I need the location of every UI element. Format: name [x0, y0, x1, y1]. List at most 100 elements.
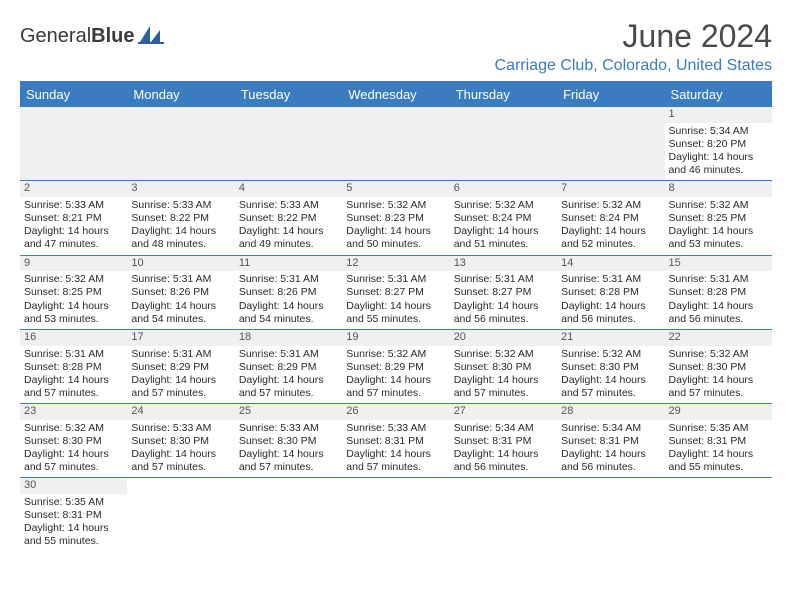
- day-cell: 23Sunrise: 5:32 AMSunset: 8:30 PMDayligh…: [20, 404, 127, 477]
- day-cell: 6Sunrise: 5:32 AMSunset: 8:24 PMDaylight…: [450, 181, 557, 254]
- sunrise-text: Sunrise: 5:33 AM: [24, 199, 123, 212]
- empty-cell: [450, 478, 557, 551]
- sunset-text: Sunset: 8:31 PM: [561, 435, 660, 448]
- day-number: 24: [127, 404, 234, 420]
- location-text: Carriage Club, Colorado, United States: [495, 57, 772, 75]
- day-cell: 17Sunrise: 5:31 AMSunset: 8:29 PMDayligh…: [127, 330, 234, 403]
- day-cell: 29Sunrise: 5:35 AMSunset: 8:31 PMDayligh…: [665, 404, 772, 477]
- weeks-container: 1Sunrise: 5:34 AMSunset: 8:20 PMDaylight…: [20, 107, 772, 552]
- sunrise-text: Sunrise: 5:33 AM: [239, 422, 338, 435]
- sunrise-text: Sunrise: 5:34 AM: [454, 422, 553, 435]
- day-number: 22: [665, 330, 772, 346]
- brand-name-b: Blue: [91, 25, 134, 47]
- sunrise-text: Sunrise: 5:33 AM: [346, 422, 445, 435]
- daylight-text: and 54 minutes.: [131, 313, 230, 326]
- daylight-text: Daylight: 14 hours: [346, 448, 445, 461]
- sunrise-text: Sunrise: 5:31 AM: [24, 348, 123, 361]
- day-number: 3: [127, 181, 234, 197]
- day-number: 2: [20, 181, 127, 197]
- day-number: 17: [127, 330, 234, 346]
- empty-cell: [235, 107, 342, 180]
- daylight-text: and 56 minutes.: [454, 461, 553, 474]
- sunset-text: Sunset: 8:28 PM: [669, 286, 768, 299]
- daylight-text: and 57 minutes.: [346, 387, 445, 400]
- sunrise-text: Sunrise: 5:32 AM: [346, 348, 445, 361]
- sunrise-text: Sunrise: 5:32 AM: [669, 348, 768, 361]
- sunset-text: Sunset: 8:31 PM: [669, 435, 768, 448]
- daylight-text: and 48 minutes.: [131, 238, 230, 251]
- daylight-text: Daylight: 14 hours: [561, 374, 660, 387]
- day-cell: 13Sunrise: 5:31 AMSunset: 8:27 PMDayligh…: [450, 256, 557, 329]
- day-number: 23: [20, 404, 127, 420]
- sunset-text: Sunset: 8:20 PM: [669, 138, 768, 151]
- brand-name-a: General: [20, 25, 91, 47]
- title-block: June 2024 Carriage Club, Colorado, Unite…: [495, 18, 772, 75]
- sunrise-text: Sunrise: 5:31 AM: [454, 273, 553, 286]
- day-header-row: SundayMondayTuesdayWednesdayThursdayFrid…: [20, 83, 772, 107]
- day-header: Friday: [557, 83, 664, 107]
- day-cell: 30Sunrise: 5:35 AMSunset: 8:31 PMDayligh…: [20, 478, 127, 551]
- brand-name: GeneralBlue: [20, 25, 135, 48]
- daylight-text: and 56 minutes.: [669, 313, 768, 326]
- daylight-text: Daylight: 14 hours: [669, 374, 768, 387]
- daylight-text: Daylight: 14 hours: [131, 448, 230, 461]
- day-header: Saturday: [665, 83, 772, 107]
- calendar-page: GeneralBlue June 2024 Carriage Club, Col…: [0, 0, 792, 562]
- day-number: 29: [665, 404, 772, 420]
- day-cell: 9Sunrise: 5:32 AMSunset: 8:25 PMDaylight…: [20, 256, 127, 329]
- daylight-text: and 57 minutes.: [239, 387, 338, 400]
- day-cell: 5Sunrise: 5:32 AMSunset: 8:23 PMDaylight…: [342, 181, 449, 254]
- sunset-text: Sunset: 8:30 PM: [131, 435, 230, 448]
- sunset-text: Sunset: 8:28 PM: [561, 286, 660, 299]
- sunset-text: Sunset: 8:25 PM: [24, 286, 123, 299]
- daylight-text: and 46 minutes.: [669, 164, 768, 177]
- daylight-text: and 56 minutes.: [561, 313, 660, 326]
- day-number: 20: [450, 330, 557, 346]
- daylight-text: and 51 minutes.: [454, 238, 553, 251]
- brand-logo: GeneralBlue: [20, 18, 164, 49]
- daylight-text: and 57 minutes.: [239, 461, 338, 474]
- sunset-text: Sunset: 8:30 PM: [239, 435, 338, 448]
- day-cell: 16Sunrise: 5:31 AMSunset: 8:28 PMDayligh…: [20, 330, 127, 403]
- sunrise-text: Sunrise: 5:32 AM: [24, 273, 123, 286]
- day-number: 7: [557, 181, 664, 197]
- daylight-text: Daylight: 14 hours: [24, 225, 123, 238]
- sunset-text: Sunset: 8:22 PM: [131, 212, 230, 225]
- day-cell: 8Sunrise: 5:32 AMSunset: 8:25 PMDaylight…: [665, 181, 772, 254]
- daylight-text: and 56 minutes.: [561, 461, 660, 474]
- sunrise-text: Sunrise: 5:31 AM: [131, 348, 230, 361]
- day-cell: 11Sunrise: 5:31 AMSunset: 8:26 PMDayligh…: [235, 256, 342, 329]
- sunrise-text: Sunrise: 5:32 AM: [561, 199, 660, 212]
- day-cell: 19Sunrise: 5:32 AMSunset: 8:29 PMDayligh…: [342, 330, 449, 403]
- daylight-text: Daylight: 14 hours: [669, 151, 768, 164]
- day-header: Wednesday: [342, 83, 449, 107]
- daylight-text: Daylight: 14 hours: [454, 374, 553, 387]
- empty-cell: [557, 478, 664, 551]
- sunrise-text: Sunrise: 5:32 AM: [561, 348, 660, 361]
- header: GeneralBlue June 2024 Carriage Club, Col…: [20, 18, 772, 75]
- day-number: 14: [557, 256, 664, 272]
- daylight-text: Daylight: 14 hours: [24, 522, 123, 535]
- day-cell: 12Sunrise: 5:31 AMSunset: 8:27 PMDayligh…: [342, 256, 449, 329]
- day-cell: 22Sunrise: 5:32 AMSunset: 8:30 PMDayligh…: [665, 330, 772, 403]
- daylight-text: and 57 minutes.: [561, 387, 660, 400]
- day-cell: 15Sunrise: 5:31 AMSunset: 8:28 PMDayligh…: [665, 256, 772, 329]
- daylight-text: and 54 minutes.: [239, 313, 338, 326]
- day-number: 4: [235, 181, 342, 197]
- day-number: 15: [665, 256, 772, 272]
- sunset-text: Sunset: 8:24 PM: [561, 212, 660, 225]
- sunrise-text: Sunrise: 5:31 AM: [131, 273, 230, 286]
- sunrise-text: Sunrise: 5:32 AM: [24, 422, 123, 435]
- day-number: 8: [665, 181, 772, 197]
- sunrise-text: Sunrise: 5:34 AM: [561, 422, 660, 435]
- sunset-text: Sunset: 8:30 PM: [454, 361, 553, 374]
- day-cell: 4Sunrise: 5:33 AMSunset: 8:22 PMDaylight…: [235, 181, 342, 254]
- day-number: 11: [235, 256, 342, 272]
- daylight-text: Daylight: 14 hours: [346, 225, 445, 238]
- sunset-text: Sunset: 8:22 PM: [239, 212, 338, 225]
- day-cell: 27Sunrise: 5:34 AMSunset: 8:31 PMDayligh…: [450, 404, 557, 477]
- daylight-text: Daylight: 14 hours: [24, 300, 123, 313]
- sunrise-text: Sunrise: 5:35 AM: [24, 496, 123, 509]
- daylight-text: Daylight: 14 hours: [239, 374, 338, 387]
- sunrise-text: Sunrise: 5:33 AM: [131, 199, 230, 212]
